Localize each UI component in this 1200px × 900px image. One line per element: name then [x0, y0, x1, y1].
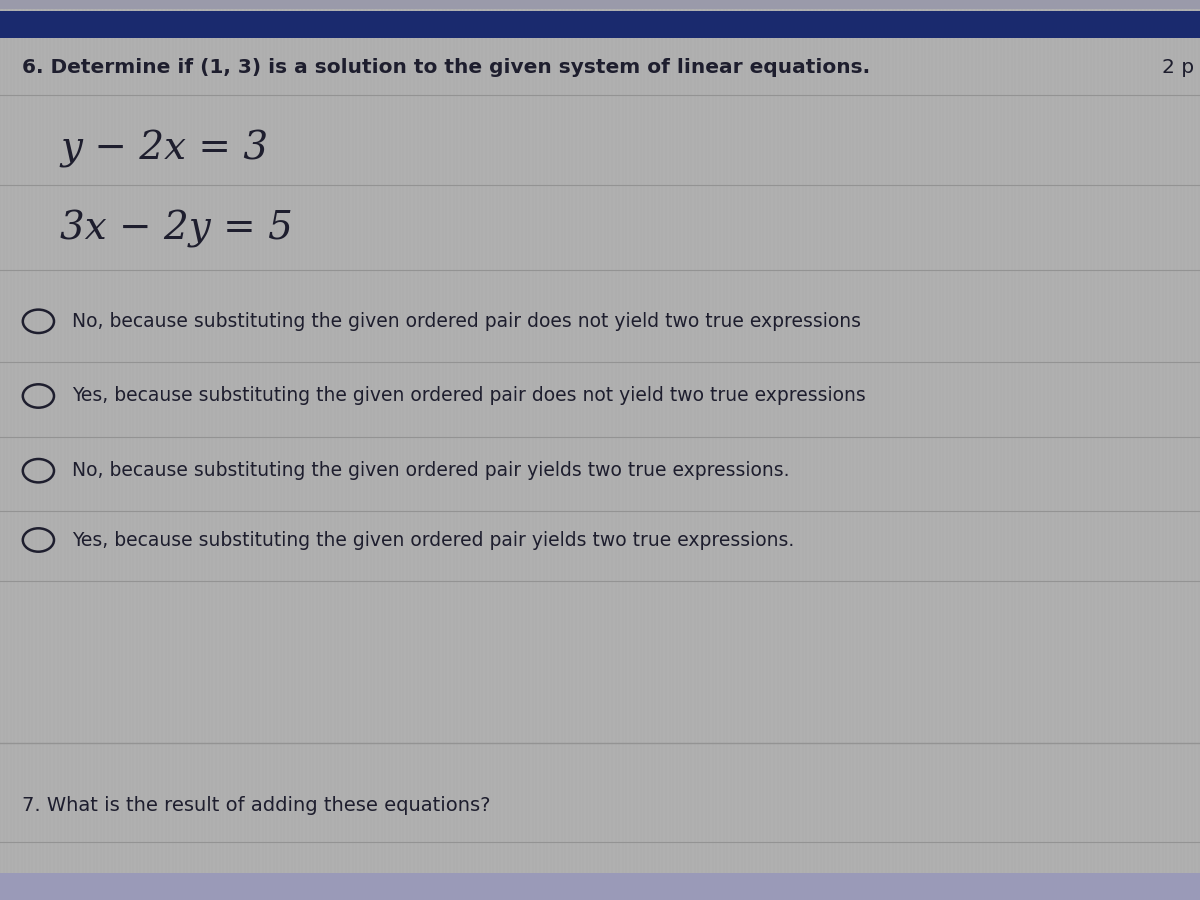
Text: No, because substituting the given ordered pair yields two true expressions.: No, because substituting the given order…: [72, 461, 790, 481]
Text: y − 2x = 3: y − 2x = 3: [60, 130, 268, 167]
Text: 7. What is the result of adding these equations?: 7. What is the result of adding these eq…: [22, 796, 490, 815]
Text: No, because substituting the given ordered pair does not yield two true expressi: No, because substituting the given order…: [72, 311, 862, 331]
FancyBboxPatch shape: [0, 11, 1200, 38]
Text: Yes, because substituting the given ordered pair yields two true expressions.: Yes, because substituting the given orde…: [72, 530, 794, 550]
Text: 2 p: 2 p: [1162, 58, 1194, 77]
Text: 6. Determine if (1, 3) is a solution to the given system of linear equations.: 6. Determine if (1, 3) is a solution to …: [22, 58, 870, 77]
FancyBboxPatch shape: [0, 0, 1200, 9]
Text: 3x − 2y = 5: 3x − 2y = 5: [60, 211, 293, 248]
Text: Yes, because substituting the given ordered pair does not yield two true express: Yes, because substituting the given orde…: [72, 386, 865, 406]
FancyBboxPatch shape: [0, 873, 1200, 900]
